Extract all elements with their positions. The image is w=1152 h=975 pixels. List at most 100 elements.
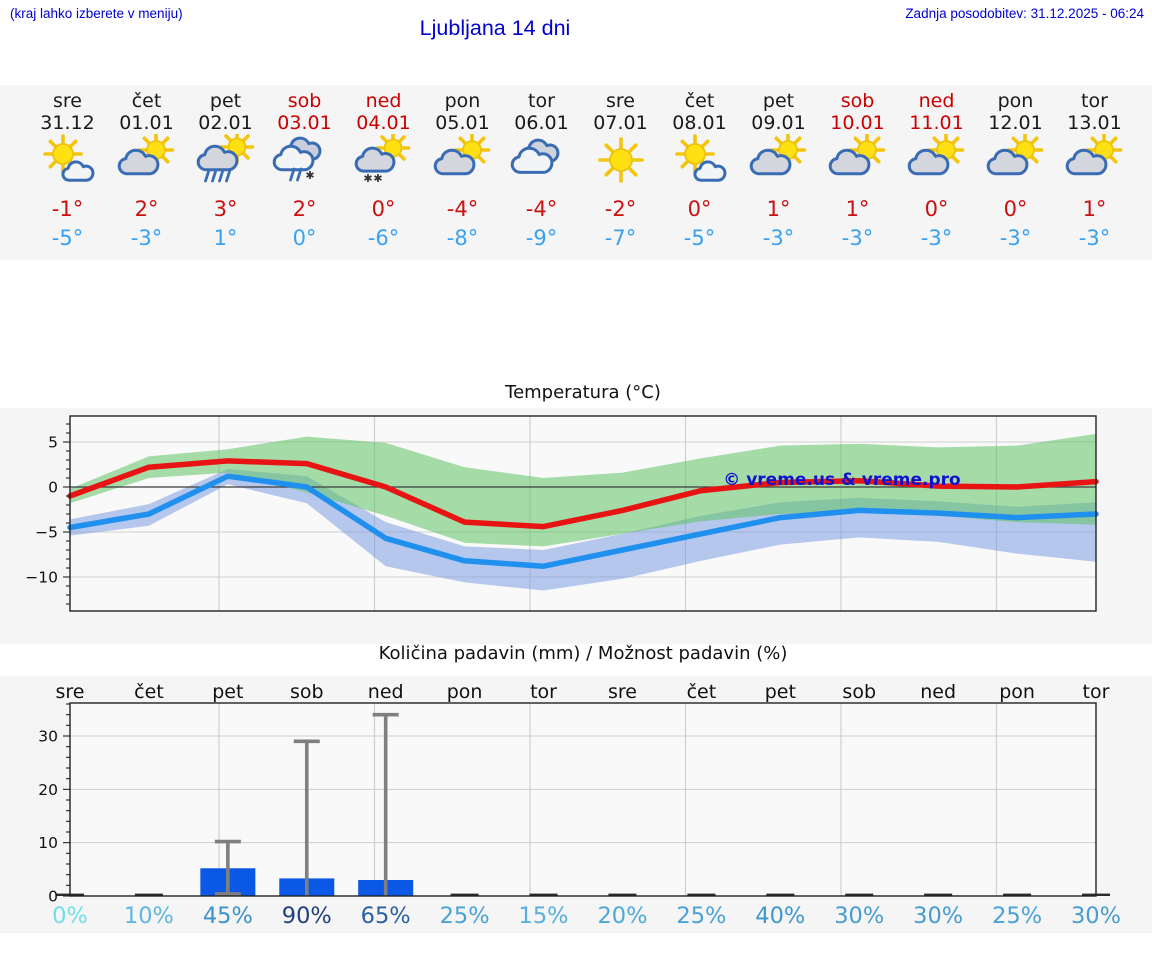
temp-max-label: 0° — [1003, 197, 1028, 221]
day-date: 12.01 — [988, 112, 1043, 134]
day-name: čet — [131, 90, 162, 112]
forecast-day[interactable]: ned 11.01 0° -3° — [897, 85, 976, 250]
forecast-day[interactable]: pet 02.01 3° 1° — [186, 85, 265, 250]
zero-bar-mark — [766, 893, 795, 896]
temperature-chart: 5 0 −5 −10 © vreme.us & vreme.pro — [25, 415, 1099, 612]
weather-icon-sun-small-cloud — [674, 134, 726, 182]
temp-max-label: -4° — [446, 197, 479, 221]
precip-prob-label: 25% — [440, 903, 490, 929]
precip-prob-label: 20% — [597, 903, 647, 929]
day-name: tor — [1081, 90, 1108, 112]
y-axis-tick-label: 0 — [48, 888, 58, 906]
zero-bar-mark — [529, 893, 558, 896]
precip-day-label: čet — [687, 681, 717, 703]
zero-bar-mark — [608, 893, 637, 896]
forecast-day[interactable]: sre 31.12 -1° -5° — [28, 85, 107, 250]
day-icon — [581, 134, 660, 186]
precip-prob-label: 45% — [203, 903, 253, 929]
page-title: Ljubljana 14 dni — [419, 16, 571, 40]
forecast-day[interactable]: ned 04.01 ✱ ✱ 0° -6° — [344, 85, 423, 250]
temp-max-label: 0° — [924, 197, 949, 221]
temp-max-label: 2° — [134, 197, 159, 221]
day-name: sob — [840, 90, 875, 112]
day-name: ned — [365, 90, 402, 112]
y-axis-tick-label: −10 — [25, 569, 58, 587]
day-icon — [423, 131, 502, 186]
svg-text:✱: ✱ — [305, 169, 314, 182]
zero-bar-mark — [845, 893, 874, 896]
weather-icon-sleet-clouds: ✱ — [272, 136, 321, 182]
day-date: 06.01 — [514, 112, 569, 134]
precip-day-label: tor — [1083, 681, 1110, 703]
temp-min-label: -3° — [920, 226, 953, 250]
watermark: © vreme.us & vreme.pro — [723, 470, 960, 490]
forecast-day[interactable]: pon 05.01 -4° -8° — [423, 85, 502, 250]
precip-prob-label: 65% — [361, 903, 411, 929]
forecast-day[interactable]: tor 13.01 1° -3° — [1055, 85, 1134, 250]
temp-max-label: 1° — [1082, 197, 1107, 221]
temp-max-label: 1° — [766, 197, 791, 221]
temp-min-label: -5° — [683, 226, 716, 250]
day-date: 05.01 — [435, 112, 490, 134]
day-name: sre — [53, 90, 82, 112]
temp-max-label: -2° — [604, 197, 637, 221]
precip-day-label: sre — [56, 681, 85, 703]
forecast-day[interactable]: sre 07.01 -2° -7° — [581, 85, 660, 250]
day-icon — [107, 131, 186, 186]
day-icon — [976, 131, 1055, 186]
precip-prob-label: 0% — [52, 903, 88, 929]
forecast-day[interactable]: čet 08.01 0° -5° — [660, 85, 739, 250]
forecast-day[interactable]: sob 03.01 ✱ 2° 0° — [265, 85, 344, 250]
temp-max-label: -1° — [51, 197, 84, 221]
day-icon: ✱ — [265, 134, 344, 186]
zero-bar-mark — [1003, 893, 1032, 896]
forecast-day[interactable]: tor 06.01 -4° -9° — [502, 85, 581, 250]
forecast-day[interactable]: pet 09.01 1° -3° — [739, 85, 818, 250]
day-icon — [739, 131, 818, 186]
temp-min-label: -5° — [51, 226, 84, 250]
precip-prob-label: 15% — [519, 903, 569, 929]
weather-icon-cloud-sun — [907, 131, 964, 176]
temp-min-label: -3° — [999, 226, 1032, 250]
plot-area — [70, 703, 1096, 896]
day-date: 13.01 — [1067, 112, 1122, 134]
temp-max-label: 0° — [371, 197, 396, 221]
forecast-days-row: sre 31.12 -1° -5° čet 01.01 2° -3° pet 02.01 3° 1° s… — [28, 85, 1134, 250]
temp-min-label: -3° — [130, 226, 163, 250]
day-date: 07.01 — [593, 112, 648, 134]
day-icon — [28, 134, 107, 186]
precip-day-label: ned — [368, 681, 404, 703]
day-date: 08.01 — [672, 112, 727, 134]
day-date: 10.01 — [830, 112, 885, 134]
day-date: 01.01 — [119, 112, 174, 134]
y-axis-tick-label: −5 — [35, 524, 58, 542]
temp-max-label: 3° — [213, 197, 238, 221]
day-icon — [818, 131, 897, 186]
day-icon — [1055, 131, 1134, 186]
temp-max-label: -4° — [525, 197, 558, 221]
weather-icon-sun-small-cloud — [42, 134, 94, 182]
precipitation-chart: sre čet pet sob ned pon tor sre čet pet sob ned pon t… — [38, 681, 1121, 929]
precip-prob-label: 30% — [913, 903, 963, 929]
forecast-day[interactable]: čet 01.01 2° -3° — [107, 85, 186, 250]
weather-icon-clouds — [510, 138, 559, 174]
precip-day-label: ned — [920, 681, 956, 703]
forecast-day[interactable]: sob 10.01 1° -3° — [818, 85, 897, 250]
precipitation-chart-title: Količina padavin (mm) / Možnost padavin … — [378, 643, 788, 664]
temp-min-line — [67, 473, 1099, 569]
day-name: pon — [997, 90, 1034, 112]
temp-min-label: -3° — [841, 226, 874, 250]
forecast-day[interactable]: pon 12.01 0° -3° — [976, 85, 1055, 250]
precip-day-label: pet — [212, 681, 243, 703]
day-name: sre — [606, 90, 635, 112]
weather-icon-cloud-sun — [117, 131, 174, 176]
day-name: pon — [444, 90, 481, 112]
svg-text:✱: ✱ — [363, 172, 372, 185]
precip-day-label: pet — [765, 681, 796, 703]
temp-max-label: 0° — [687, 197, 712, 221]
weather-icon-rain-sun — [196, 129, 254, 183]
temp-min-label: -3° — [1078, 226, 1111, 250]
precip-day-label: pon — [999, 681, 1035, 703]
temp-min-label: -7° — [604, 226, 637, 250]
svg-text:✱: ✱ — [373, 172, 382, 185]
